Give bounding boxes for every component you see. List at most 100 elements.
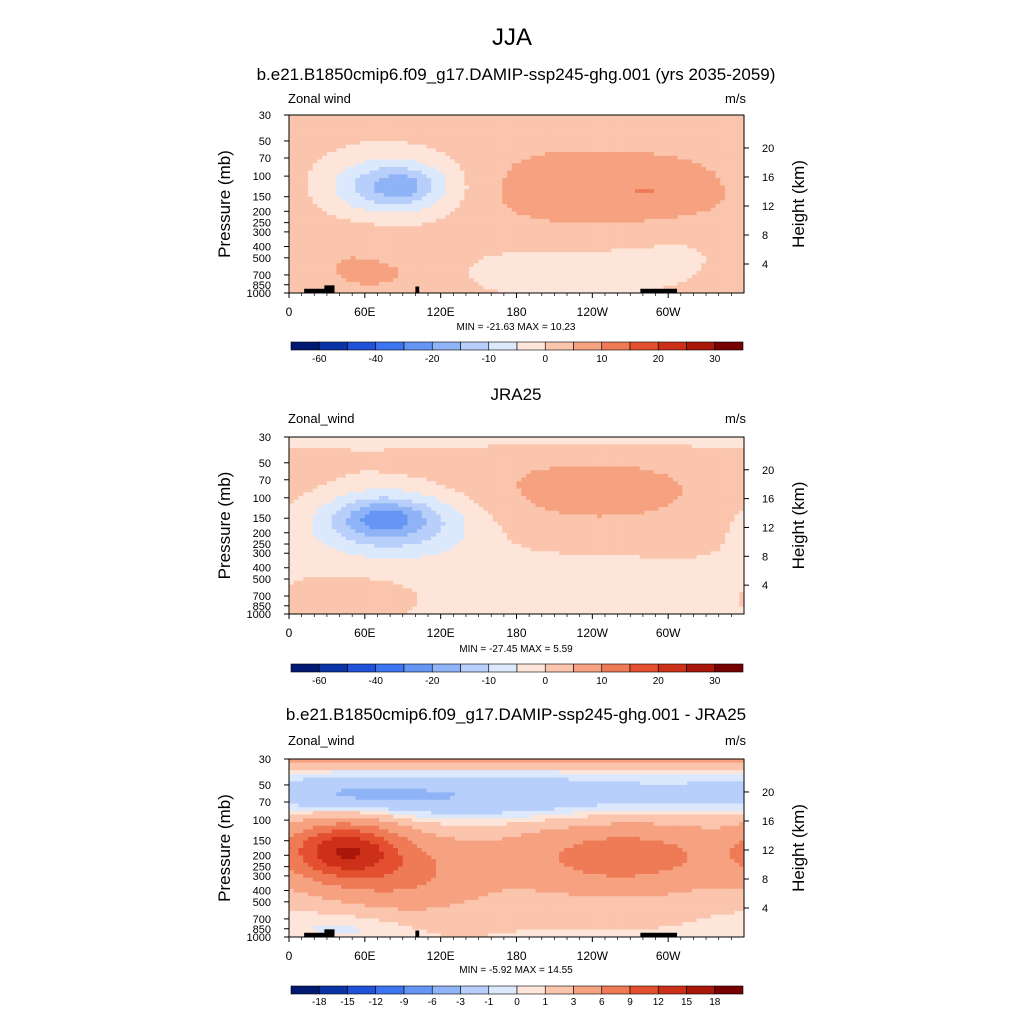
contour-cell [426, 233, 432, 238]
contour-cell [625, 166, 631, 172]
contour-cell [312, 155, 318, 160]
contour-cell [658, 192, 664, 197]
contour-cell [502, 144, 508, 149]
contour-cell [516, 148, 522, 153]
contour-cell [658, 207, 664, 212]
contour-cell [412, 226, 418, 231]
contour-cell [521, 200, 527, 205]
contour-cell [322, 218, 328, 223]
contour-cell [715, 226, 721, 231]
contour-cell [597, 222, 603, 227]
contour-cell [322, 270, 328, 275]
contour-cell [350, 233, 356, 238]
contour-cell [725, 226, 731, 231]
contour-cell [644, 163, 650, 168]
contour-cell [625, 207, 631, 212]
contour-cell [559, 207, 565, 212]
contour-cell [488, 159, 494, 164]
contour-cell [388, 192, 394, 197]
contour-cell [739, 163, 745, 168]
contour-cell [601, 244, 607, 249]
contour-cell [454, 229, 461, 235]
contour-cell [393, 137, 399, 142]
contour-cell [601, 248, 607, 253]
contour-cell [435, 196, 442, 201]
contour-cell [563, 144, 570, 149]
contour-cell [345, 211, 352, 216]
contour-cell [668, 189, 674, 194]
contour-cell [497, 244, 503, 249]
contour-cell [307, 222, 314, 227]
contour-cell [530, 248, 536, 253]
contour-cell [573, 229, 579, 235]
contour-cell [701, 229, 707, 235]
contour-cell [587, 241, 593, 246]
contour-cell [369, 274, 375, 279]
contour-cell [379, 222, 385, 227]
contour-cell [345, 200, 352, 205]
contour-cell [298, 278, 304, 283]
contour-cell [706, 174, 712, 179]
contour-cell [402, 285, 408, 290]
contour-cell [639, 152, 645, 157]
contour-cell [483, 222, 489, 227]
contour-cell [620, 215, 626, 220]
contour-cell [322, 222, 328, 227]
contour-cell [497, 137, 503, 142]
contour-cell [440, 270, 446, 275]
contour-cell [402, 207, 408, 212]
contour-cell [639, 163, 645, 168]
contour-cell [421, 229, 427, 235]
contour-cell [502, 211, 508, 216]
contour-cell [341, 237, 347, 242]
contour-cell [720, 178, 726, 183]
contour-cell [710, 144, 716, 149]
contour-cell [634, 144, 641, 149]
contour-cell [445, 252, 451, 257]
contour-cell [544, 148, 551, 153]
contour-cell [734, 259, 740, 264]
contour-cell [374, 229, 380, 235]
contour-cell [672, 144, 679, 149]
contour-cell [450, 248, 456, 253]
contour-cell [307, 259, 314, 264]
contour-cell [540, 274, 546, 279]
contour-cell [710, 241, 716, 246]
contour-cell [715, 244, 721, 249]
contour-cell [440, 129, 446, 134]
contour-cell [634, 440, 641, 445]
contour-cell [393, 204, 399, 209]
contour-cell [511, 241, 517, 246]
contour-cell [620, 440, 626, 445]
contour-cell [653, 118, 660, 123]
contour-cell [303, 281, 309, 286]
contour-cell [706, 259, 712, 264]
contour-cell [502, 155, 508, 160]
contour-cell [606, 174, 612, 179]
contour-cell [597, 166, 603, 172]
contour-cell [540, 204, 546, 209]
contour-cell [677, 270, 683, 275]
contour-cell [644, 185, 650, 190]
contour-cell [691, 189, 697, 194]
contour-cell [516, 263, 522, 268]
contour-cell [549, 263, 555, 268]
contour-cell [350, 122, 356, 127]
contour-cell [554, 137, 560, 142]
contour-cell [402, 241, 408, 246]
contour-cell [293, 137, 299, 142]
contour-cell [687, 133, 693, 138]
contour-cell [625, 263, 631, 268]
contour-cell [369, 181, 375, 186]
contour-cell [293, 285, 299, 290]
contour-cell [606, 215, 612, 220]
contour-cell [307, 255, 314, 261]
contour-cell [696, 241, 702, 246]
contour-cell [435, 192, 442, 197]
contour-cell [412, 118, 418, 123]
contour-cell [616, 126, 622, 131]
contour-cell [435, 129, 442, 134]
contour-cell [682, 192, 688, 197]
contour-cell [544, 437, 551, 442]
contour-cell [672, 259, 679, 264]
